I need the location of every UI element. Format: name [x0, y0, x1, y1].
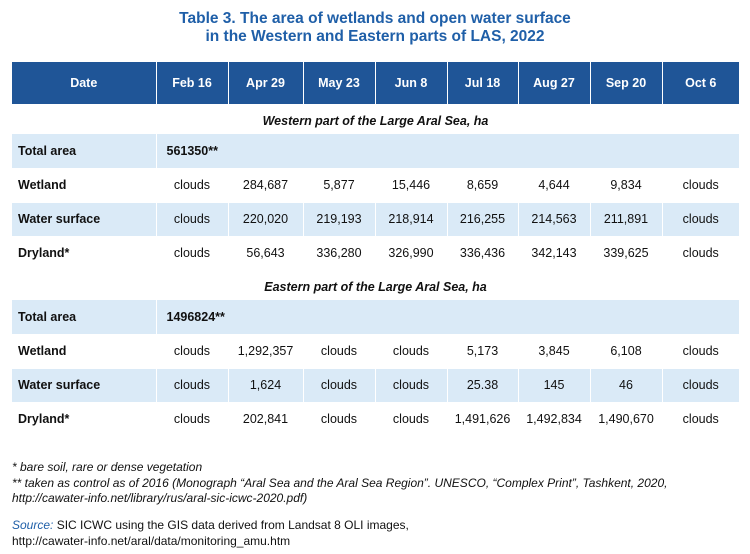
table-row-total-west: Total area 561350**	[12, 134, 739, 169]
footnote-2: ** taken as control as of 2016 (Monograp…	[12, 475, 668, 490]
table-row-dryland-east: Dryland* clouds 202,841 clouds clouds 1,…	[12, 402, 739, 437]
table-cell: clouds	[662, 168, 739, 203]
table-row-water-west: Water surface clouds 220,020 219,193 218…	[12, 202, 739, 237]
table-cell: clouds	[662, 202, 739, 237]
table-cell: 219,193	[303, 202, 376, 237]
table-cell: 4,644	[518, 168, 591, 203]
table-cell: 336,436	[447, 236, 519, 271]
table-cell: 145	[518, 368, 591, 403]
column-header: Oct 6	[662, 62, 739, 104]
table-row-dryland-west: Dryland* clouds 56,643 336,280 326,990 3…	[12, 236, 739, 271]
section-heading-label: Eastern part of the Large Aral Sea, ha	[12, 270, 739, 300]
table-row-wetland-east: Wetland clouds 1,292,357 clouds clouds 5…	[12, 334, 739, 369]
table-cell: clouds	[156, 368, 229, 403]
table-row-water-east: Water surface clouds 1,624 clouds clouds…	[12, 368, 739, 403]
table-cell: clouds	[303, 368, 376, 403]
table-cell: 5,173	[447, 334, 519, 369]
table-cell: clouds	[662, 334, 739, 369]
source-note: Source: SIC ICWC using the GIS data deri…	[12, 518, 742, 549]
table-cell: 1,490,670	[590, 402, 663, 437]
table-cell: clouds	[156, 236, 229, 271]
table-cell: 339,625	[590, 236, 663, 271]
table-cell: 1,624	[228, 368, 304, 403]
column-header: Sep 20	[590, 62, 663, 104]
section-heading-western: Western part of the Large Aral Sea, ha	[12, 104, 739, 134]
table-cell: 3,845	[518, 334, 591, 369]
column-header: Date	[12, 62, 157, 104]
table-cell: 326,990	[375, 236, 448, 271]
source-url-link[interactable]: http://cawater-info.net/aral/data/monito…	[12, 533, 291, 548]
table-title-line1: Table 3. The area of wetlands and open w…	[179, 10, 571, 27]
section-heading-eastern: Eastern part of the Large Aral Sea, ha	[12, 270, 739, 300]
table-cell: 218,914	[375, 202, 448, 237]
row-label: Water surface	[12, 202, 157, 237]
row-label: Dryland*	[12, 402, 157, 437]
table-cell: 6,108	[590, 334, 663, 369]
column-header: Apr 29	[228, 62, 304, 104]
table-cell: 336,280	[303, 236, 376, 271]
column-header: Jul 18	[447, 62, 519, 104]
table-cell: 15,446	[375, 168, 448, 203]
row-label: Water surface	[12, 368, 157, 403]
table-cell: clouds	[662, 368, 739, 403]
table-title: Table 3. The area of wetlands and open w…	[0, 10, 750, 46]
table-cell: 216,255	[447, 202, 519, 237]
table-cell: clouds	[662, 236, 739, 271]
table-cell: 220,020	[228, 202, 304, 237]
total-value: 561350**	[156, 134, 739, 169]
table-cell: clouds	[662, 402, 739, 437]
table-cell: clouds	[375, 368, 448, 403]
table-cell: 1,292,357	[228, 334, 304, 369]
table-cell: 202,841	[228, 402, 304, 437]
row-label: Total area	[12, 134, 157, 169]
table-cell: 284,687	[228, 168, 304, 203]
table-cell: 25.38	[447, 368, 519, 403]
row-label: Wetland	[12, 168, 157, 203]
source-label: Source:	[12, 518, 54, 532]
column-header: Jun 8	[375, 62, 448, 104]
table-row-wetland-west: Wetland clouds 284,687 5,877 15,446 8,65…	[12, 168, 739, 203]
table-cell: 1,491,626	[447, 402, 519, 437]
table-cell: 5,877	[303, 168, 376, 203]
section-heading-label: Western part of the Large Aral Sea, ha	[12, 104, 739, 134]
table-title-line2: in the Western and Eastern parts of LAS,…	[205, 28, 545, 45]
source-text: SIC ICWC using the GIS data derived from…	[53, 518, 409, 532]
row-label: Wetland	[12, 334, 157, 369]
table-cell: 8,659	[447, 168, 519, 203]
table-cell: 56,643	[228, 236, 304, 271]
column-header: May 23	[303, 62, 376, 104]
total-value: 1496824**	[156, 300, 739, 335]
table-cell: clouds	[156, 202, 229, 237]
table-cell: clouds	[156, 402, 229, 437]
row-label: Dryland*	[12, 236, 157, 271]
column-header: Aug 27	[518, 62, 591, 104]
table-cell: 9,834	[590, 168, 663, 203]
table-cell: clouds	[303, 334, 376, 369]
table-cell: 46	[590, 368, 663, 403]
table-cell: clouds	[375, 402, 448, 437]
row-label: Total area	[12, 300, 157, 335]
table-cell: clouds	[375, 334, 448, 369]
table-cell: 211,891	[590, 202, 663, 237]
table-cell: clouds	[156, 334, 229, 369]
footnote-2-link[interactable]: http://cawater-info.net/library/rus/aral…	[12, 491, 308, 505]
table-cell: 1,492,834	[518, 402, 591, 437]
column-header: Feb 16	[156, 62, 229, 104]
table-cell: clouds	[156, 168, 229, 203]
table-cell: 214,563	[518, 202, 591, 237]
table-header-row: Date Feb 16 Apr 29 May 23 Jun 8 Jul 18 A…	[12, 62, 739, 104]
footnotes: * bare soil, rare or dense vegetation **…	[12, 460, 742, 507]
table-row-total-east: Total area 1496824**	[12, 300, 739, 335]
wetlands-table: Date Feb 16 Apr 29 May 23 Jun 8 Jul 18 A…	[12, 62, 739, 437]
footnote-1: * bare soil, rare or dense vegetation	[12, 460, 203, 474]
table-cell: 342,143	[518, 236, 591, 271]
table-cell: clouds	[303, 402, 376, 437]
